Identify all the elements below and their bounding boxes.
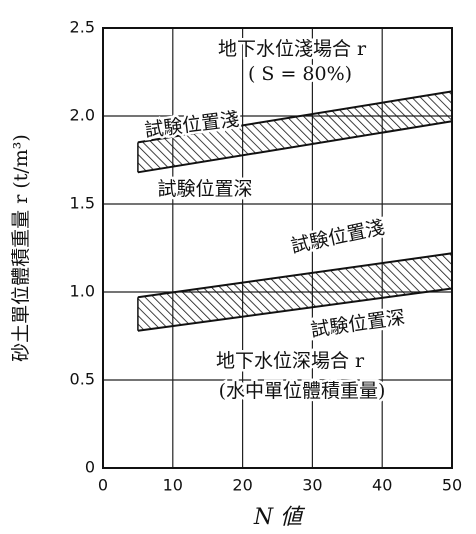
x-tick-label: 20: [232, 476, 252, 495]
x-tick-label: 50: [442, 476, 462, 495]
y-tick-label: 1.0: [70, 282, 95, 301]
y-tick-label: 0: [85, 458, 95, 477]
band-area: [137, 91, 452, 173]
x-axis-label: N 値: [253, 505, 306, 530]
annotation: 地下水位深場合 r: [216, 350, 365, 372]
band-lower-line: [137, 120, 453, 174]
annotation: (水中單位體積重量): [219, 380, 386, 402]
annotation: 試験位置深: [309, 307, 406, 342]
y-tick-label: 2.0: [70, 106, 95, 125]
band-upper-line: [137, 90, 453, 144]
annotation: ( S = 80%): [248, 63, 352, 85]
annotation: 試験位置深: [157, 178, 252, 200]
y-tick-label: 0.5: [70, 370, 95, 389]
band-upper-line: [137, 252, 453, 299]
x-tick-label: 10: [163, 476, 183, 495]
y-tick-label: 1.5: [70, 194, 95, 213]
x-tick-label: 40: [372, 476, 392, 495]
plot-frame: [102, 27, 453, 469]
annotation: 試験位置淺: [289, 216, 387, 257]
x-tick-label: 0: [98, 476, 108, 495]
y-axis-label: 砂土單位體積重量 r (t/m³): [10, 134, 32, 362]
x-tick-label: 30: [302, 476, 322, 495]
band-lower-line: [137, 287, 453, 332]
annotation: 地下水位淺場合 r: [218, 38, 367, 60]
band-area: [137, 253, 452, 331]
y-tick-label: 2.5: [70, 18, 95, 37]
